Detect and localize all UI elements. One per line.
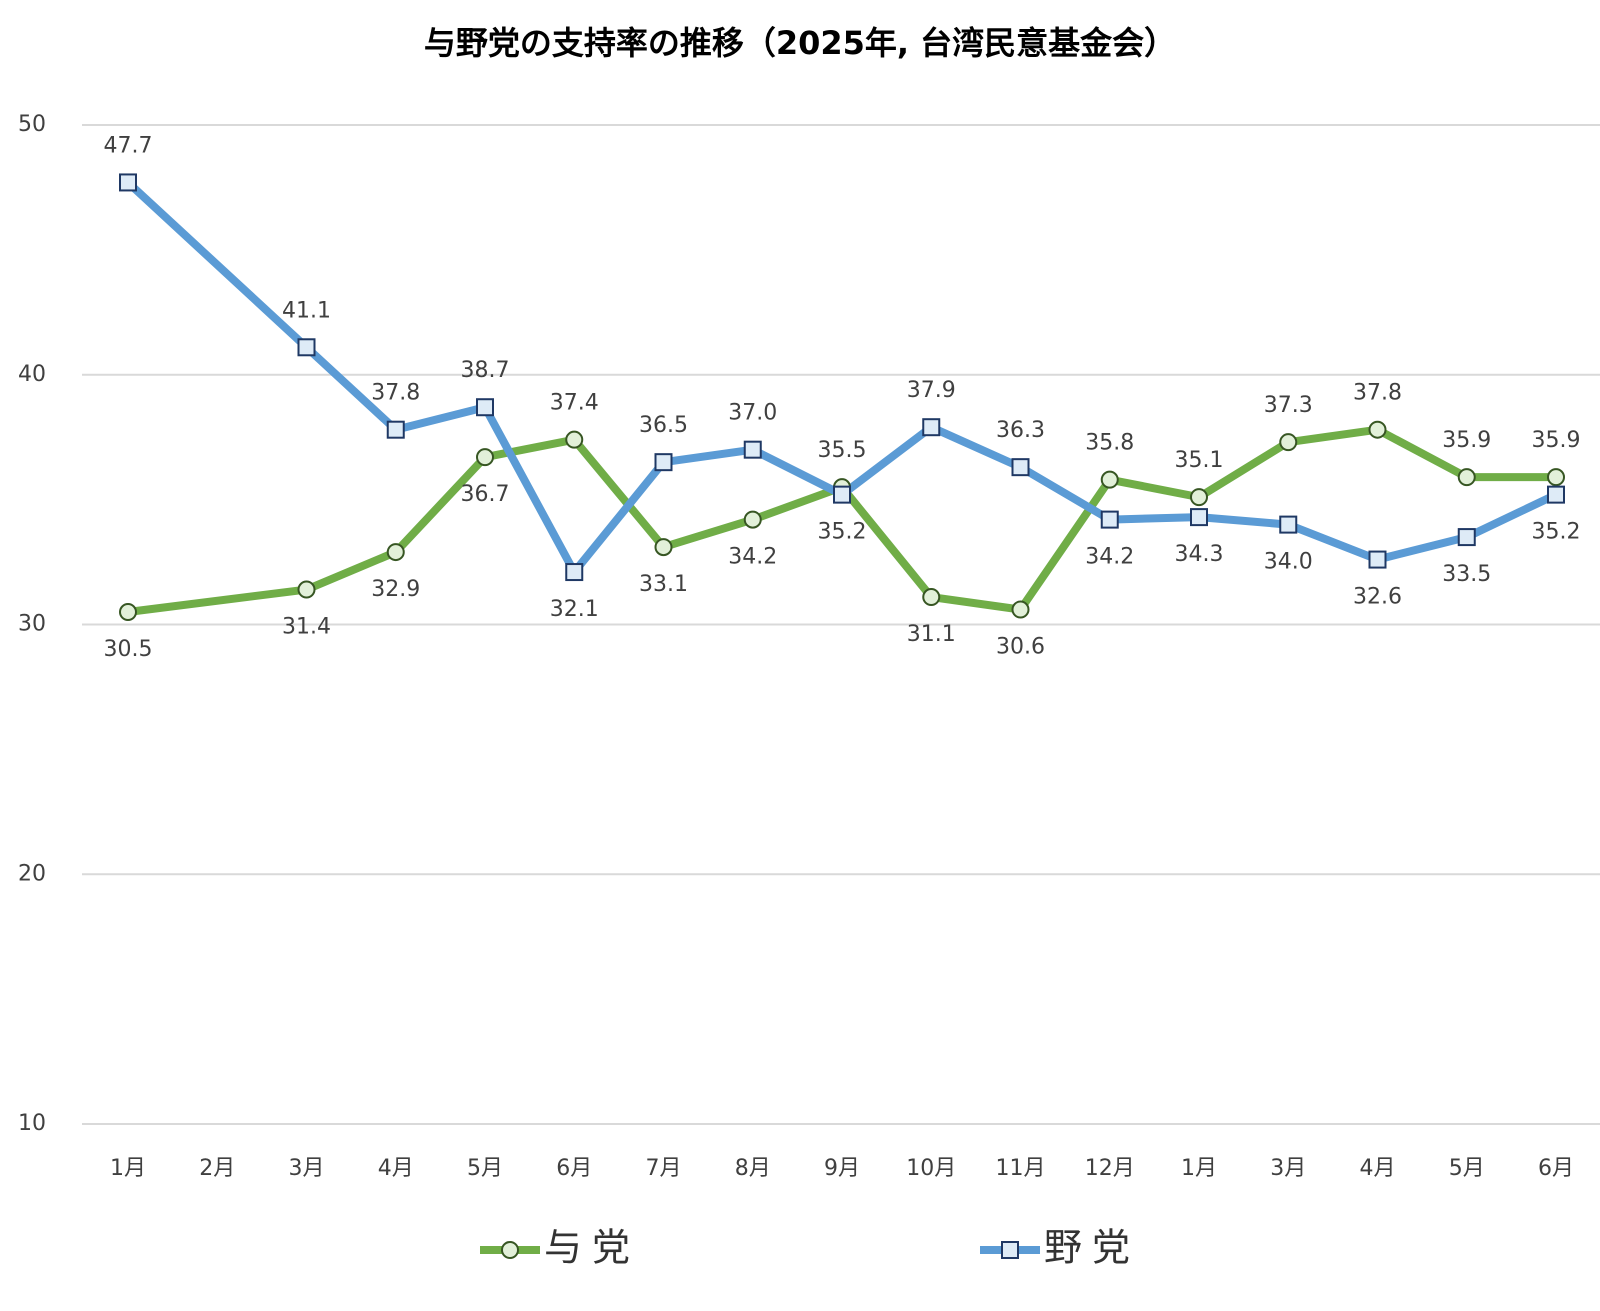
marker — [654, 453, 673, 472]
data-label: 32.6 — [1353, 585, 1402, 610]
marker — [1457, 468, 1476, 487]
y-tick-label: 40 — [18, 362, 46, 387]
marker — [297, 580, 316, 599]
marker — [476, 448, 494, 467]
x-tick-label: 3月 — [289, 1156, 325, 1181]
x-tick-label: 12月 — [1085, 1156, 1135, 1181]
marker — [1011, 458, 1030, 477]
data-label: 34.2 — [1085, 545, 1134, 570]
x-tick-label: 3月 — [1270, 1156, 1306, 1181]
x-tick-label: 4月 — [378, 1156, 414, 1181]
marker — [1100, 510, 1119, 529]
data-label: 38.7 — [461, 358, 510, 383]
data-label: 30.5 — [104, 637, 153, 662]
x-tick-label: 5月 — [1449, 1156, 1485, 1181]
chart-title: 与野党の支持率の推移（2025年, 台湾民意基金会） — [424, 24, 1176, 62]
marker — [297, 338, 316, 357]
data-label: 37.8 — [1353, 381, 1402, 406]
legend-label: 野党 — [1044, 1226, 1140, 1270]
x-tick-label: 6月 — [556, 1156, 592, 1181]
data-label: 35.9 — [1532, 428, 1581, 453]
marker — [1190, 488, 1208, 507]
y-tick-label: 50 — [18, 112, 46, 137]
marker — [565, 563, 584, 582]
data-label: 47.7 — [104, 133, 153, 158]
data-label: 34.0 — [1264, 550, 1313, 575]
data-label: 34.3 — [1175, 542, 1224, 567]
marker — [743, 440, 762, 459]
data-label: 35.8 — [1085, 431, 1134, 456]
marker — [1457, 528, 1476, 547]
marker — [1100, 470, 1119, 489]
x-tick-label: 1月 — [1181, 1156, 1217, 1181]
marker — [1547, 468, 1565, 487]
data-label: 33.5 — [1442, 562, 1491, 587]
marker — [565, 430, 584, 449]
y-tick-label: 30 — [18, 612, 46, 637]
marker — [1368, 420, 1387, 439]
marker — [119, 603, 137, 622]
legend-label: 与党 — [544, 1226, 640, 1270]
marker — [386, 420, 405, 439]
data-label: 35.2 — [818, 520, 867, 545]
data-label: 35.5 — [818, 438, 867, 463]
data-label: 41.1 — [282, 298, 331, 323]
marker — [1190, 508, 1208, 527]
data-label: 31.1 — [907, 622, 956, 647]
x-tick-label: 9月 — [824, 1156, 860, 1181]
marker — [743, 510, 762, 529]
x-tick-label: 7月 — [646, 1156, 682, 1181]
x-tick-label: 10月 — [906, 1156, 956, 1181]
y-tick-label: 10 — [18, 1111, 46, 1136]
marker — [1279, 515, 1298, 534]
data-label: 37.3 — [1264, 393, 1313, 418]
data-label: 30.6 — [996, 635, 1045, 660]
data-label: 35.2 — [1532, 520, 1581, 545]
data-label: 35.1 — [1175, 448, 1224, 473]
marker — [501, 1241, 519, 1259]
marker — [833, 485, 851, 504]
y-tick-label: 20 — [18, 861, 46, 886]
data-label: 37.0 — [728, 401, 777, 426]
data-label: 35.9 — [1442, 428, 1491, 453]
data-label: 32.1 — [550, 597, 599, 622]
series-line — [127, 425, 1556, 616]
data-label: 36.7 — [461, 482, 510, 507]
marker — [386, 543, 405, 562]
x-tick-label: 8月 — [735, 1156, 771, 1181]
marker — [1368, 550, 1387, 569]
data-label: 32.9 — [371, 577, 420, 602]
data-label: 36.5 — [639, 413, 688, 438]
data-label: 33.1 — [639, 572, 688, 597]
x-tick-label: 11月 — [996, 1156, 1046, 1181]
marker — [654, 538, 673, 557]
marker — [476, 398, 494, 417]
x-tick-label: 2月 — [199, 1156, 235, 1181]
x-tick-label: 4月 — [1360, 1156, 1396, 1181]
marker — [922, 418, 941, 437]
marker — [1547, 485, 1565, 504]
data-label: 31.4 — [282, 615, 331, 640]
series-line — [125, 179, 1558, 577]
data-label: 37.8 — [371, 381, 420, 406]
data-label: 34.2 — [728, 545, 777, 570]
x-tick-label: 6月 — [1538, 1156, 1574, 1181]
data-label: 37.9 — [907, 378, 956, 403]
marker — [922, 588, 941, 607]
marker — [1011, 600, 1030, 619]
data-label: 37.4 — [550, 391, 599, 416]
data-label: 36.3 — [996, 418, 1045, 443]
marker — [1001, 1241, 1019, 1259]
x-tick-label: 1月 — [110, 1156, 146, 1181]
marker — [119, 173, 137, 192]
x-tick-label: 5月 — [467, 1156, 503, 1181]
marker — [1279, 433, 1298, 452]
